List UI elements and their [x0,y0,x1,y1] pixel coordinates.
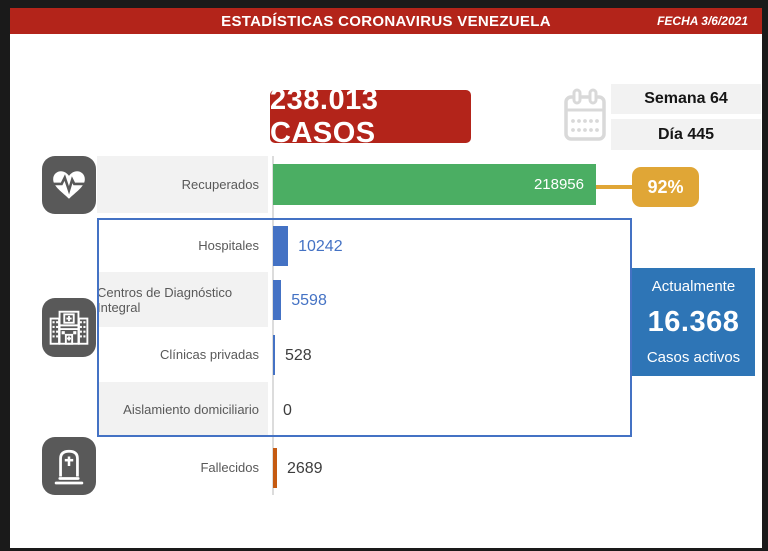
bar-value: 5598 [291,292,327,309]
row-label: Recuperados [97,156,268,213]
row-label: Centros de Diagnóstico Integral [97,272,268,327]
chart-row-clinicas: Clínicas privadas 528 [97,327,657,382]
day-chip: Día 445 [611,119,761,150]
bar-hospitales [273,226,289,266]
photo-border-right [762,0,768,551]
week-chip: Semana 64 [611,84,761,114]
date-label: FECHA 3/6/2021 [657,14,748,28]
chart-row-hospitales: Hospitales 10242 [97,218,657,272]
active-cases-value: 16.368 [647,305,740,338]
total-cases-label: 238.013 CASOS [270,83,379,149]
bar-fallecidos [273,448,277,488]
active-cases-subheading: Casos activos [646,348,741,366]
week-label: Semana 64 [644,90,728,107]
row-label: Fallecidos [200,460,259,475]
photo-border-top [0,0,768,8]
active-cases-box: Actualmente 16.368 Casos activos [632,268,755,376]
tombstone-icon [42,437,96,495]
chart-row-aislamiento: Aislamiento domiciliario 0 [97,382,657,437]
photo-border-bottom [0,548,768,551]
chart-row-fallecidos: Fallecidos 2689 [97,440,657,495]
day-label: Día 445 [657,125,715,143]
chart-row-cdi: Centros de Diagnóstico Integral 5598 [97,272,657,327]
percent-connector-line [596,185,634,189]
row-label: Clínicas privadas [160,347,259,362]
hospital-icon [42,298,96,357]
bar-clinicas [273,335,275,375]
bar-value: 2689 [286,460,323,477]
bar-value: 528 [285,347,312,364]
chart-axis-line [272,156,274,495]
title-banner: ESTADÍSTICAS CORONAVIRUS VENEZUELA FECHA… [10,8,762,34]
bar-recuperados [273,164,596,205]
recovered-percent-label: 92% [647,176,684,197]
bar-value: 10242 [298,238,343,255]
chart-row-recuperados: Recuperados 218956 [97,156,657,213]
bar-value: 0 [283,402,292,419]
row-label: Aislamiento domiciliario [97,382,268,437]
page-title: ESTADÍSTICAS CORONAVIRUS VENEZUELA [221,13,551,30]
heart-pulse-icon [42,156,96,214]
active-cases-heading: Actualmente [651,278,736,296]
row-label: Hospitales [198,237,259,253]
bar-cdi [273,280,282,320]
photo-border-left [0,0,10,551]
total-cases-box: 238.013 CASOS [270,84,471,149]
calendar-icon [561,87,609,145]
recovered-percent-badge: 92% [632,167,699,207]
bar-value: 218956 [533,176,584,193]
